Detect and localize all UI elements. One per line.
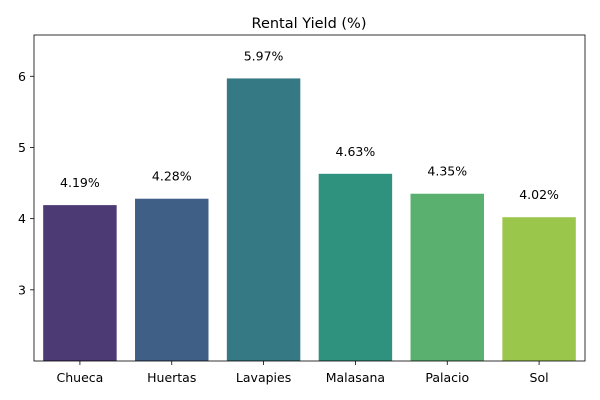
data-label-malasana: 4.63% (336, 144, 376, 159)
x-tick-label: Sol (530, 370, 549, 385)
y-tick-label: 3 (18, 282, 26, 297)
x-tick-label: Malasana (326, 370, 385, 385)
x-tick-label: Huertas (147, 370, 196, 385)
bar-malasana (318, 173, 393, 361)
bar-huertas (135, 198, 209, 361)
data-label-lavapies: 5.97% (244, 48, 284, 63)
y-tick-label: 4 (18, 211, 26, 226)
chart-title: Rental Yield (%) (252, 16, 367, 32)
plot-frame (33, 34, 586, 362)
bar-lavapies (226, 78, 301, 362)
bar-sol (502, 217, 576, 361)
plot-area: 4.19% Chueca 4.28% Huertas 5.97% Lavapies 4.63… (18, 34, 586, 385)
data-label-chueca: 4.19% (60, 175, 100, 190)
data-label-palacio: 4.35% (427, 164, 467, 179)
data-label-sol: 4.02% (519, 187, 559, 202)
x-tick-label: Chueca (57, 370, 104, 385)
bar-chueca (43, 205, 117, 361)
x-tick-label: Palacio (425, 370, 469, 385)
data-label-huertas: 4.28% (152, 169, 192, 184)
y-tick-label: 5 (18, 140, 26, 155)
bar-palacio (410, 193, 484, 361)
y-tick-label: 6 (18, 69, 26, 84)
x-tick-label: Lavapies (236, 370, 291, 385)
